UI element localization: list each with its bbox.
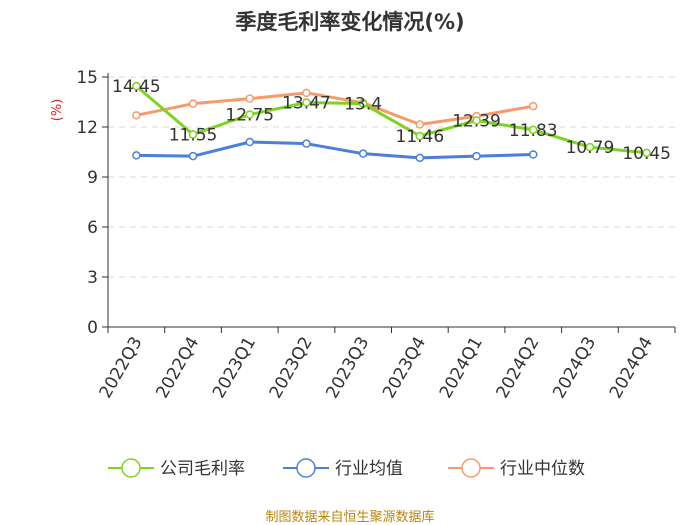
y-tick-label: 9 bbox=[87, 168, 98, 188]
x-tick-label: 2024Q4 bbox=[606, 334, 657, 402]
data-point bbox=[358, 149, 368, 158]
x-tick-label: 2023Q1 bbox=[209, 334, 260, 402]
data-point bbox=[188, 151, 198, 161]
data-point bbox=[642, 148, 651, 158]
data-label: 12.39 bbox=[452, 112, 501, 132]
x-tick-label: 2023Q2 bbox=[266, 334, 317, 402]
data-label: 10.45 bbox=[622, 144, 671, 164]
data-point bbox=[245, 137, 254, 147]
x-tick-label: 2023Q3 bbox=[322, 334, 373, 402]
y-tick-label: 15 bbox=[76, 68, 98, 88]
data-point bbox=[415, 131, 425, 141]
data-label: 11.55 bbox=[169, 126, 218, 146]
chart-title: 季度毛利率变化情况(%) bbox=[235, 10, 465, 34]
data-point bbox=[529, 101, 538, 111]
legend-label: 行业中位数 bbox=[500, 459, 585, 479]
data-label: 13.47 bbox=[282, 94, 331, 114]
data-point bbox=[472, 151, 481, 161]
data-point bbox=[245, 110, 254, 119]
data-point bbox=[188, 99, 198, 108]
data-point bbox=[188, 130, 198, 139]
data-label: 13.4 bbox=[344, 95, 382, 115]
data-label: 12.75 bbox=[225, 106, 274, 126]
data-label: 14.45 bbox=[112, 77, 161, 97]
data-point bbox=[245, 94, 254, 103]
y-tick-label: 6 bbox=[87, 218, 98, 238]
x-tick-label: 2022Q3 bbox=[96, 334, 147, 402]
data-labels-layer: 14.45 11.55 12.75 13.47 13.4 11.46 12.39 11.83 1… bbox=[112, 77, 671, 164]
y-tick-label: 0 bbox=[87, 318, 98, 338]
legend-swatch-marker bbox=[121, 458, 141, 478]
legend: 公司毛利率 行业均值 行业中位数 bbox=[108, 458, 585, 479]
x-tick-label: 2024Q3 bbox=[549, 334, 600, 402]
data-point bbox=[358, 99, 368, 108]
y-axis-label: (%) bbox=[50, 99, 65, 122]
data-point bbox=[132, 111, 141, 120]
data-point bbox=[302, 88, 311, 98]
data-point bbox=[302, 98, 311, 107]
data-point bbox=[529, 150, 538, 159]
legend-swatch-marker bbox=[296, 458, 316, 478]
legend-swatch-marker bbox=[461, 458, 481, 478]
data-point bbox=[415, 153, 425, 163]
legend-label: 公司毛利率 bbox=[160, 459, 245, 479]
x-tick-label: 2024Q1 bbox=[436, 334, 487, 402]
series-line bbox=[136, 91, 534, 126]
legend-label: 行业均值 bbox=[335, 459, 403, 479]
data-label: 11.83 bbox=[509, 121, 558, 141]
series-layer bbox=[132, 81, 651, 163]
data-label: 10.79 bbox=[566, 138, 615, 158]
series-line bbox=[135, 85, 647, 155]
data-label: 11.46 bbox=[396, 127, 445, 147]
data-point bbox=[415, 120, 425, 129]
data-point bbox=[529, 125, 538, 135]
y-tick-label: 3 bbox=[87, 268, 98, 288]
source-note: 制图数据来自恒生聚源数据库 bbox=[265, 510, 435, 525]
data-point bbox=[302, 139, 311, 148]
series-line bbox=[136, 140, 534, 160]
x-tick-label: 2023Q4 bbox=[379, 334, 430, 402]
y-tick-label: 12 bbox=[76, 118, 98, 138]
x-tick-label: 2024Q2 bbox=[493, 334, 544, 402]
data-point bbox=[132, 81, 141, 91]
x-tick-label: 2022Q4 bbox=[152, 334, 203, 402]
data-point bbox=[585, 142, 595, 152]
data-point bbox=[132, 151, 141, 160]
data-point bbox=[472, 116, 481, 125]
